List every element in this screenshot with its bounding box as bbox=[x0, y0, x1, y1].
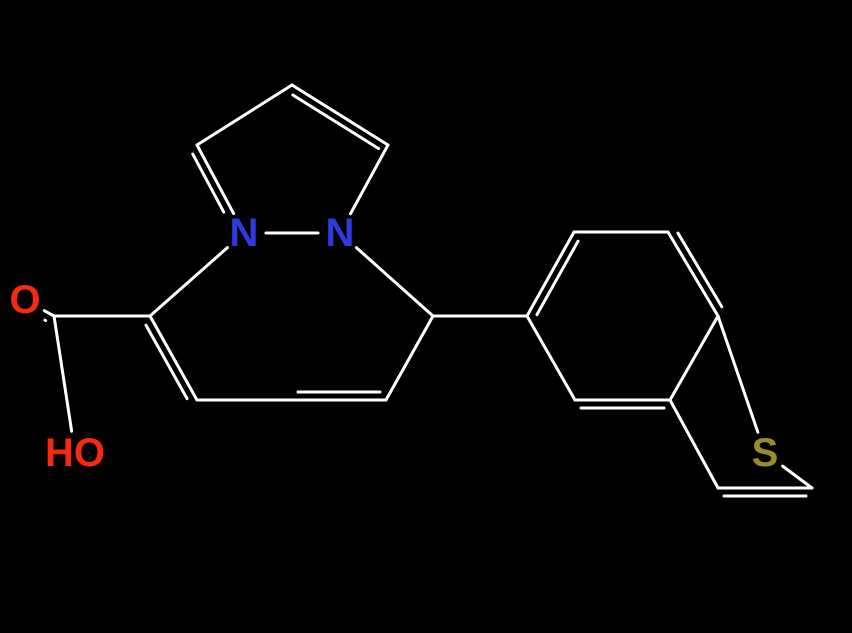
bond bbox=[197, 145, 234, 214]
bond bbox=[146, 325, 187, 399]
atom-label-o: O bbox=[9, 278, 40, 322]
bond bbox=[197, 85, 292, 145]
bond bbox=[293, 95, 379, 149]
bond bbox=[150, 316, 197, 400]
bond bbox=[150, 248, 228, 316]
atom-label-n: N bbox=[230, 211, 259, 255]
bond bbox=[783, 466, 812, 488]
bond bbox=[527, 316, 575, 400]
atom-label-o: HO bbox=[45, 431, 105, 475]
bond bbox=[670, 400, 718, 488]
bond bbox=[44, 311, 54, 316]
bond bbox=[292, 85, 388, 145]
bond bbox=[527, 232, 574, 316]
bond bbox=[537, 241, 578, 315]
atom-label-n: N bbox=[326, 211, 355, 255]
atom-label-s: S bbox=[752, 431, 779, 475]
bond bbox=[668, 232, 718, 316]
bond bbox=[718, 316, 758, 432]
bond bbox=[678, 233, 722, 307]
bond bbox=[351, 145, 388, 214]
bond bbox=[54, 316, 72, 431]
bond bbox=[386, 316, 433, 400]
bond bbox=[356, 248, 433, 316]
bond bbox=[670, 316, 718, 400]
bond bbox=[193, 154, 224, 212]
